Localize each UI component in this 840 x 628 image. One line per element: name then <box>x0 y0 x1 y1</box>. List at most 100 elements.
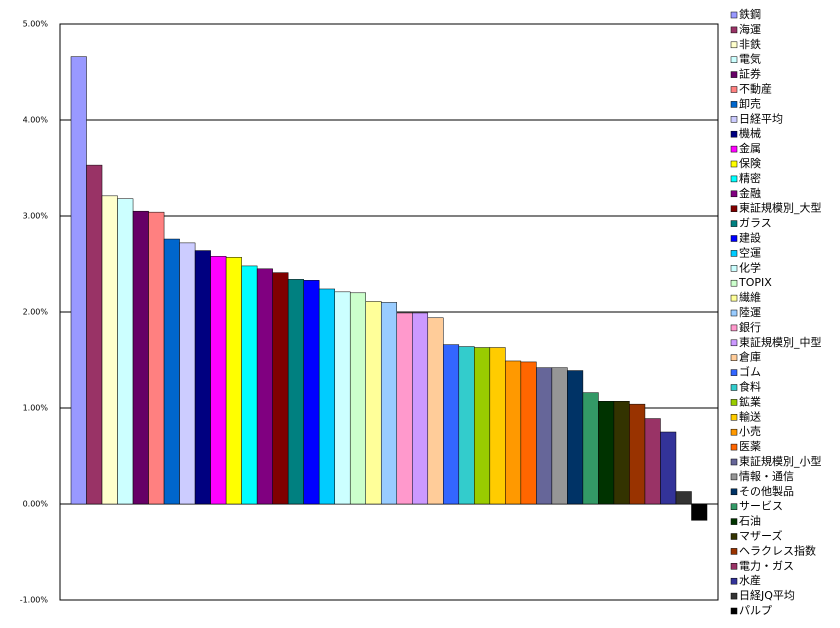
legend-swatch <box>730 160 738 168</box>
bar <box>380 302 398 505</box>
bar <box>644 418 661 505</box>
bar <box>536 367 553 505</box>
bar <box>117 198 134 505</box>
bar <box>567 370 584 505</box>
bar <box>582 392 599 505</box>
bar <box>412 312 429 505</box>
legend-label: 陸運 <box>739 306 761 319</box>
legend-swatch <box>730 71 738 78</box>
bar <box>443 344 460 505</box>
legend-label: 機械 <box>739 126 761 140</box>
bar <box>396 312 413 505</box>
bar <box>256 268 273 505</box>
bar <box>660 431 677 505</box>
legend-label: 日経平均 <box>739 112 783 125</box>
legend-label: 鉄鋼 <box>739 7 761 21</box>
y-tick-label: 3.00% <box>23 212 49 221</box>
legend-label: 空運 <box>739 245 761 259</box>
legend-swatch <box>730 354 738 361</box>
legend-swatch <box>730 324 738 332</box>
bar <box>458 346 475 505</box>
legend-swatch <box>730 458 738 466</box>
legend-swatch <box>730 428 738 436</box>
bar <box>179 242 196 505</box>
legend-label: ガラス <box>739 217 772 230</box>
bar <box>86 164 103 505</box>
legend-swatch <box>730 577 738 585</box>
legend-swatch <box>730 130 738 138</box>
bar <box>505 360 522 505</box>
bar <box>629 403 646 505</box>
legend-swatch <box>730 56 738 63</box>
bar <box>303 280 320 505</box>
legend-label: 海運 <box>739 22 761 36</box>
legend-swatch <box>730 145 738 153</box>
bar <box>551 367 568 505</box>
legend-label: 医薬 <box>739 440 761 453</box>
bar <box>163 238 180 505</box>
legend-swatch <box>730 443 738 451</box>
bar <box>520 361 537 505</box>
legend-swatch <box>730 548 738 555</box>
y-tick-label: 2.00% <box>23 308 49 317</box>
legend-swatch <box>730 488 738 496</box>
bar <box>613 401 630 505</box>
legend-label: 石油 <box>739 514 761 528</box>
bar <box>691 503 708 521</box>
legend-swatch <box>730 414 738 421</box>
bar <box>675 491 692 505</box>
legend-label: 倉庫 <box>739 350 761 364</box>
legend-label: 非鉄 <box>739 37 761 51</box>
legend-swatch <box>730 279 738 287</box>
legend-label: マザーズ <box>739 529 782 543</box>
bar <box>318 288 335 505</box>
bar <box>365 301 382 505</box>
bar <box>210 256 227 505</box>
legend-swatch <box>730 205 738 212</box>
legend-label: 食料 <box>739 380 761 394</box>
legend-label: 日経JQ平均 <box>739 589 795 602</box>
legend-swatch <box>730 11 738 19</box>
legend-label: 電気 <box>739 52 761 66</box>
bar <box>225 257 242 505</box>
bar <box>349 292 366 505</box>
y-tick-label: 5.00% <box>23 20 49 29</box>
legend-label: 銀行 <box>739 320 761 334</box>
legend-label: 鉱業 <box>739 394 761 408</box>
legend-swatch <box>730 309 738 317</box>
legend-label: 電力・ガス <box>739 559 794 572</box>
legend-swatch <box>730 607 738 615</box>
bar <box>148 211 165 505</box>
bar <box>272 272 289 505</box>
legend-swatch <box>730 294 738 302</box>
legend-label: 繊維 <box>739 291 761 304</box>
legend-label: ヘラクレス指数 <box>739 543 816 557</box>
legend-swatch <box>730 369 738 376</box>
legend-label: 金融 <box>739 186 761 200</box>
legend-swatch <box>730 503 738 510</box>
legend-swatch <box>730 399 738 406</box>
legend-swatch <box>730 563 738 570</box>
bar <box>287 279 304 505</box>
legend-swatch <box>730 41 738 49</box>
legend-swatch <box>730 190 738 198</box>
legend-swatch <box>730 533 738 540</box>
legend-label: 化学 <box>739 260 761 274</box>
legend-label: 建設 <box>739 231 761 245</box>
legend-label: 輸送 <box>739 409 761 423</box>
bar <box>194 250 211 505</box>
legend-swatch <box>730 384 738 391</box>
legend-swatch <box>730 339 738 347</box>
legend-label: 金属 <box>739 141 761 155</box>
bar <box>241 265 258 505</box>
legend-label: ゴム <box>739 365 761 379</box>
legend-label: 東証規模別_中型 <box>739 335 822 349</box>
bar <box>334 291 351 505</box>
legend-swatch <box>730 175 738 183</box>
bar <box>427 317 444 505</box>
bar <box>70 56 87 505</box>
legend-swatch <box>730 518 738 525</box>
legend-label: 卸売 <box>739 96 761 110</box>
